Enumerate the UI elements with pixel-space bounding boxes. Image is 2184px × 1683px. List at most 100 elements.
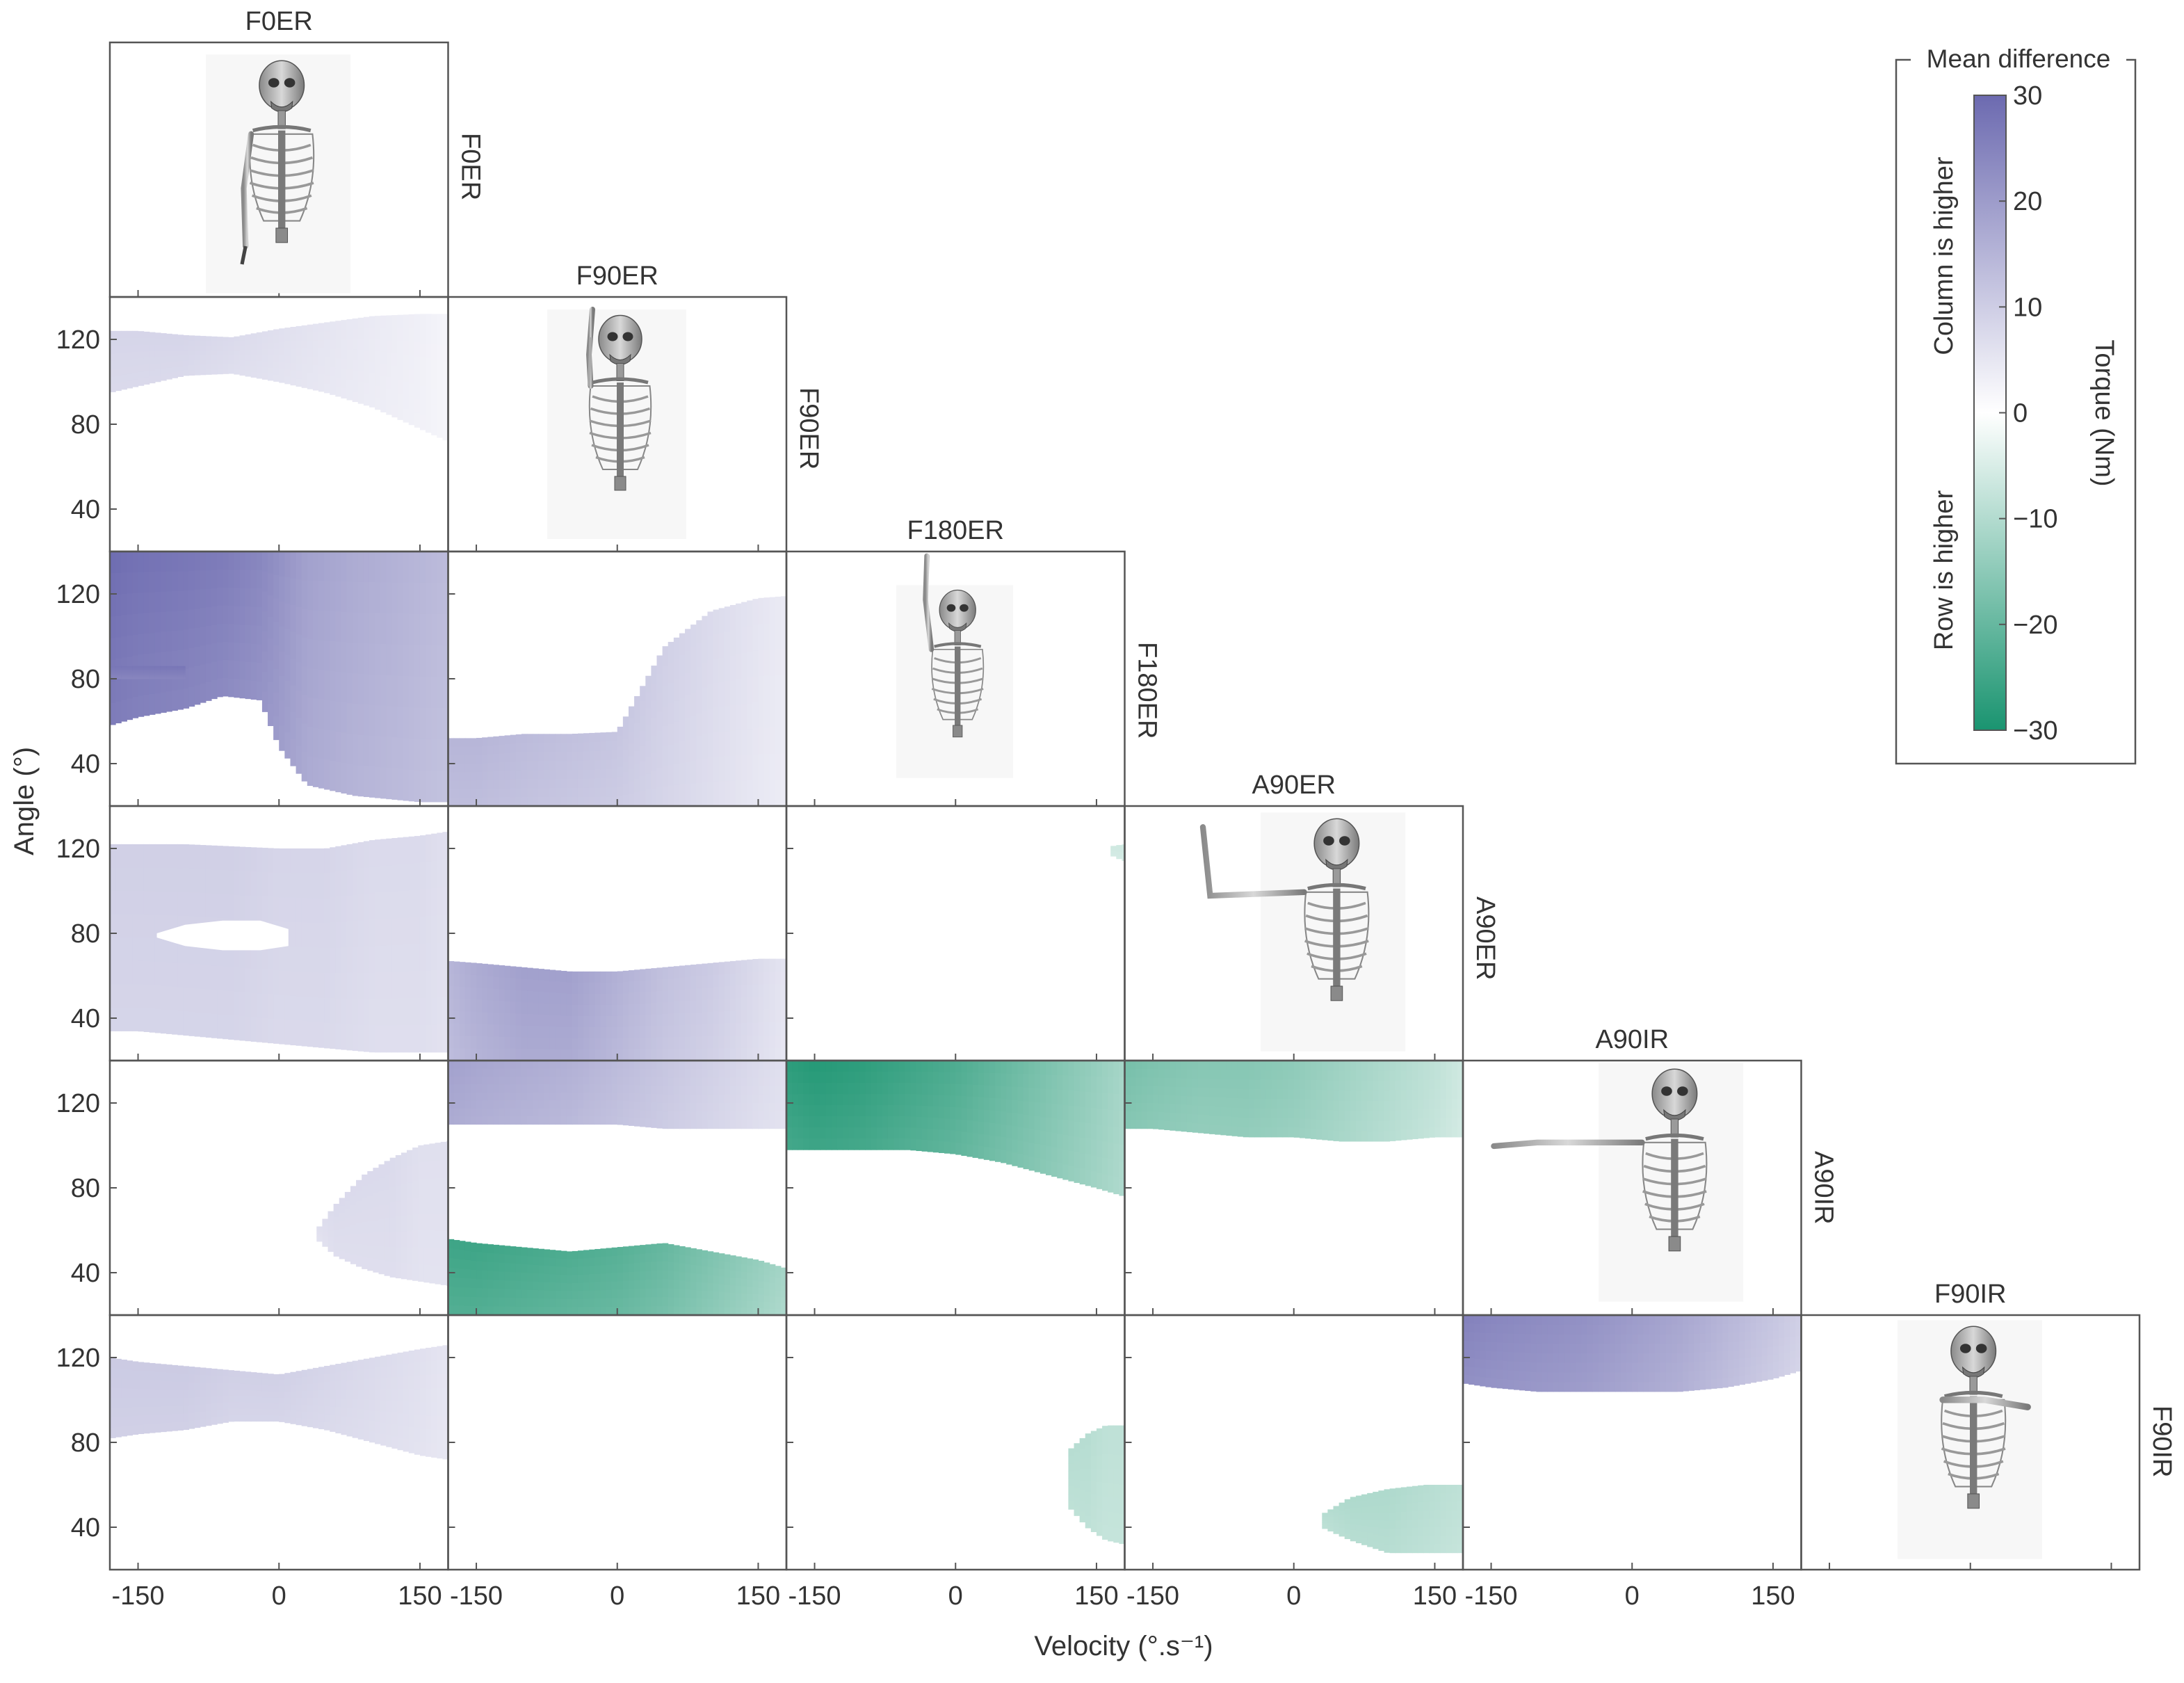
heatmap-strip (138, 1415, 145, 1426)
heatmap-strip (786, 1138, 793, 1150)
heatmap-strip (780, 984, 787, 998)
heatmap-strip (1135, 1061, 1142, 1070)
heatmap-strip (780, 1120, 787, 1129)
heatmap-strip (423, 1144, 430, 1162)
heatmap-strip (357, 734, 364, 766)
heatmap-strip (640, 1026, 646, 1038)
heatmap-strip (583, 1250, 590, 1259)
heatmap-strip (905, 1105, 911, 1117)
heatmap-strip (250, 1017, 257, 1042)
heatmap-strip (1012, 1073, 1019, 1088)
heatmap-strip (375, 945, 381, 973)
heatmap-strip (1170, 1121, 1176, 1131)
heatmap-strip (1361, 1111, 1368, 1122)
heatmap-cell (448, 596, 787, 807)
heatmap-strip (487, 789, 494, 798)
heatmap-strip (504, 762, 511, 771)
heatmap-strip (679, 977, 686, 990)
heatmap-strip (679, 1272, 686, 1282)
heatmap-strip (110, 669, 116, 672)
heatmap-strip (239, 340, 246, 346)
heatmap-strip (1446, 1108, 1453, 1118)
heatmap-strip (729, 1036, 736, 1049)
heatmap-strip (1135, 1111, 1142, 1120)
heatmap-strip (1220, 1061, 1227, 1070)
heatmap-strip (921, 1139, 928, 1152)
heatmap-strip (395, 1216, 402, 1232)
heatmap-strip (736, 1300, 742, 1309)
heatmap-strip (1051, 1061, 1058, 1076)
heatmap-strip (1079, 1122, 1086, 1138)
heatmap-strip (408, 739, 415, 771)
heatmap-strip (261, 611, 268, 632)
heatmap-strip (729, 655, 736, 681)
heatmap-strip (1116, 848, 1123, 851)
heatmap-strip (250, 366, 257, 373)
heatmap-strip (1418, 1061, 1424, 1071)
heatmap-strip (223, 551, 229, 570)
heatmap-strip (330, 1423, 336, 1432)
heatmap-strip (279, 335, 285, 343)
heatmap-strip (1034, 1088, 1041, 1103)
heatmap-strip (493, 1024, 500, 1038)
heatmap-strip (515, 1298, 522, 1307)
heatmap-strip (713, 1077, 720, 1087)
heatmap-strip (380, 315, 387, 328)
heatmap-strip (515, 788, 522, 798)
heatmap-strip (538, 1248, 544, 1258)
heatmap-strip (369, 384, 375, 396)
heatmap-strip (724, 1069, 731, 1078)
heatmap-strip (1395, 1061, 1402, 1071)
heatmap-strip (121, 984, 127, 1008)
heatmap-strip (1400, 1100, 1407, 1111)
heatmap-strip (538, 1273, 544, 1282)
heatmap-strip (668, 1244, 674, 1254)
heatmap-strip (510, 1076, 517, 1085)
heatmap-strip (362, 1233, 368, 1246)
heatmap-strip (194, 1382, 201, 1390)
heatmap-strip (651, 1243, 658, 1254)
heatmap-strip (200, 664, 207, 684)
heatmap-strip (589, 1307, 595, 1316)
heatmap-strip (431, 770, 437, 803)
heatmap-strip (312, 923, 319, 949)
heatmap-strip (395, 1247, 402, 1264)
heatmap-strip (775, 1086, 782, 1095)
heatmap-strip (419, 770, 426, 803)
heatmap-strip (741, 704, 747, 730)
heatmap-strip (1215, 1070, 1221, 1080)
heatmap-strip (583, 1266, 590, 1275)
heatmap-strip (440, 1248, 447, 1268)
heatmap-strip (1096, 1093, 1103, 1109)
heatmap-strip (589, 1100, 595, 1109)
heatmap-strip (149, 1424, 156, 1433)
heatmap-strip (110, 330, 116, 339)
heatmap-strip (594, 778, 601, 789)
heatmap-strip (261, 1397, 268, 1404)
heatmap-strip (577, 1004, 584, 1017)
heatmap-strip (386, 551, 393, 583)
heatmap-strip (132, 1361, 139, 1371)
heatmap-strip (397, 837, 404, 865)
heatmap-strip (640, 761, 646, 777)
heatmap-strip (284, 577, 291, 604)
heatmap-strip (950, 1142, 956, 1154)
heatmap-strip (1209, 1125, 1215, 1134)
heatmap-strip (482, 797, 488, 807)
heatmap-strip (747, 1035, 753, 1049)
heatmap-strip (899, 1105, 905, 1117)
heatmap-strip (786, 1105, 793, 1117)
heatmap-strip (572, 1298, 579, 1308)
heatmap-strip (363, 372, 370, 384)
heatmap-strip (127, 984, 134, 1008)
heatmap-strip (403, 645, 410, 677)
heatmap-strip (1197, 1105, 1204, 1116)
heatmap-strip (188, 1420, 195, 1429)
heatmap-strip (403, 890, 410, 919)
heatmap-strip (510, 1280, 517, 1290)
heatmap-strip (594, 1273, 601, 1283)
heatmap-strip (194, 589, 201, 610)
heatmap-strip (549, 1266, 556, 1275)
heatmap-strip (228, 351, 234, 356)
heatmap-strip (476, 1036, 483, 1049)
